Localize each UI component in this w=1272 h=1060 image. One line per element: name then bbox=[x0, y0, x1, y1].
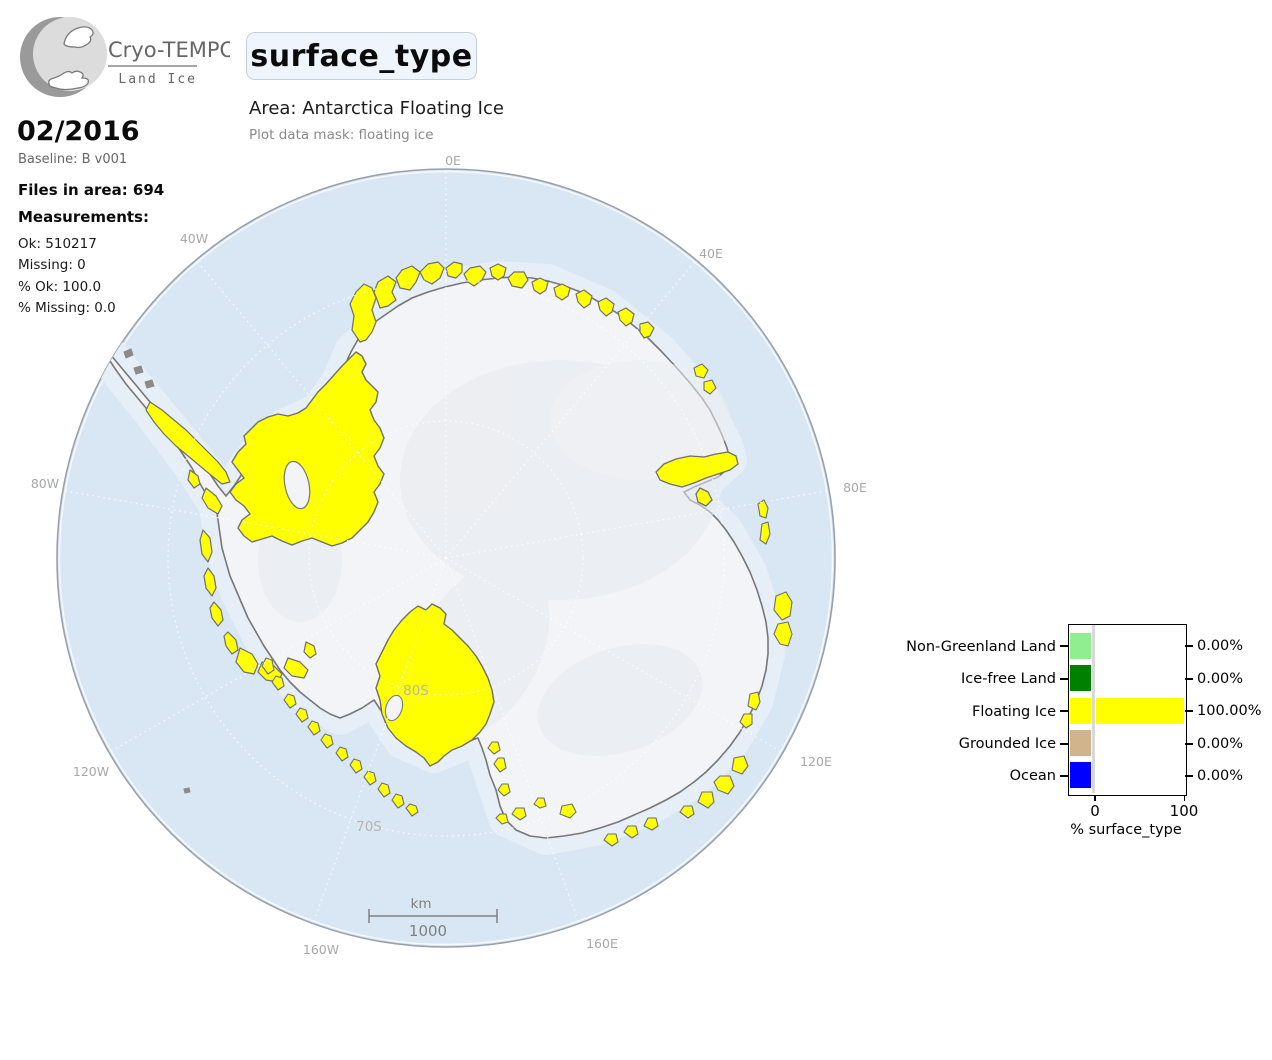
legend-bar bbox=[1096, 698, 1184, 724]
graticule bbox=[61, 169, 831, 925]
meridian-label-40w: 40W bbox=[180, 231, 208, 246]
legend-tick-right bbox=[1185, 743, 1193, 745]
legend-xtick-label-100: 100 bbox=[1169, 802, 1199, 820]
plot-title-box: surface_type bbox=[246, 32, 477, 80]
amery-ice-shelf bbox=[655, 451, 739, 507]
legend-axis-label: % surface_type bbox=[1070, 822, 1182, 838]
ronne-filchner-ice-shelf bbox=[229, 351, 385, 547]
legend-tick-left bbox=[1060, 678, 1068, 680]
legend-xtick-label-0: 0 bbox=[1090, 802, 1100, 820]
legend-tick-left bbox=[1060, 645, 1068, 647]
legend-swatch-ocean bbox=[1070, 762, 1091, 788]
legend-bar-track bbox=[1096, 698, 1184, 724]
legend-bar-track bbox=[1096, 762, 1184, 788]
stat-pct-ok: % Ok: 100.0 bbox=[18, 279, 102, 295]
plot-title: surface_type bbox=[250, 38, 473, 74]
meridian-label-120w: 120W bbox=[73, 764, 109, 779]
legend-value-label: 0.00% bbox=[1197, 671, 1244, 687]
legend-tick-left bbox=[1060, 775, 1068, 777]
brand-name: Cryo-TEMPO bbox=[108, 38, 230, 62]
scale-bar-unit: km bbox=[411, 896, 432, 912]
legend-zero-gridline bbox=[1092, 625, 1095, 793]
legend-tick-left bbox=[1060, 710, 1068, 712]
legend-category-label: Non-Greenland Land bbox=[906, 639, 1056, 655]
files-in-area-label: Files in area: 694 bbox=[18, 181, 165, 199]
meridian-label-0e: 0E bbox=[445, 153, 461, 168]
meridian-label-120e: 120E bbox=[800, 754, 832, 769]
meridian-label-80w: 80W bbox=[31, 476, 59, 491]
logo-greenland-outline bbox=[63, 26, 94, 49]
legend-category-label: Floating Ice bbox=[971, 704, 1056, 720]
scale-bar bbox=[368, 909, 498, 923]
graticule-labels: 0E 40E 80E 120E 160E 160W 120W 80W 40W 8… bbox=[31, 153, 867, 957]
brand-subtitle: Land Ice bbox=[118, 72, 197, 87]
meridian-label-40e: 40E bbox=[699, 246, 723, 261]
legend-swatch-grounded-ice bbox=[1070, 730, 1091, 756]
legend-bar-track bbox=[1096, 730, 1184, 756]
legend-xtick-100 bbox=[1183, 795, 1186, 801]
legend-tick-right bbox=[1185, 678, 1193, 680]
date-label: 02/2016 bbox=[17, 116, 140, 147]
stat-pct-missing: % Missing: 0.0 bbox=[18, 300, 116, 316]
mask-label: Plot data mask: floating ice bbox=[249, 127, 434, 143]
dronning-maud-ice-shelves bbox=[349, 261, 655, 343]
logo-antarctica-outline bbox=[48, 70, 90, 91]
stat-missing: Missing: 0 bbox=[18, 257, 86, 273]
legend-tick-right bbox=[1185, 710, 1193, 712]
legend-swatch-non-greenland-land bbox=[1070, 633, 1091, 659]
stat-ok: Ok: 510217 bbox=[18, 236, 97, 252]
legend-swatch-ice-free-land bbox=[1070, 665, 1091, 691]
latitude-label-80s: 80S bbox=[403, 683, 429, 699]
legend-bar-track bbox=[1096, 633, 1184, 659]
legend-swatch-floating-ice bbox=[1070, 698, 1091, 724]
antarctica-map: 0E 40E 80E 120E 160E 160W 120W 80W 40W 8… bbox=[31, 153, 867, 957]
measurements-heading: Measurements: bbox=[18, 208, 149, 226]
legend-category-label: Ice-free Land bbox=[961, 671, 1056, 687]
legend-value-label: 0.00% bbox=[1197, 768, 1244, 784]
meridian-label-160e: 160E bbox=[586, 936, 618, 951]
legend-category-label: Ocean bbox=[1009, 768, 1056, 784]
berkner-island bbox=[283, 460, 311, 510]
cryo-tempo-logo: Cryo-TEMPO Land Ice bbox=[20, 17, 230, 97]
coastal-ice-patches bbox=[261, 363, 793, 847]
legend-value-label: 0.00% bbox=[1197, 736, 1244, 752]
legend-tick-right bbox=[1185, 645, 1193, 647]
baseline-label: Baseline: B v001 bbox=[18, 152, 128, 167]
legend-xtick-0 bbox=[1094, 795, 1096, 801]
meridian-label-80e: 80E bbox=[843, 480, 867, 495]
legend-category-label: Grounded Ice bbox=[958, 736, 1056, 752]
meridian-label-160w: 160W bbox=[303, 942, 339, 957]
legend-tick-left bbox=[1060, 743, 1068, 745]
legend-value-label: 0.00% bbox=[1197, 638, 1244, 654]
legend-value-label: 100.00% bbox=[1197, 703, 1262, 719]
legend-tick-right bbox=[1185, 775, 1193, 777]
latitude-label-70s: 70S bbox=[356, 819, 382, 835]
scale-bar-length: 1000 bbox=[409, 922, 447, 940]
ross-ice-shelf bbox=[375, 603, 495, 767]
area-label: Area: Antarctica Floating Ice bbox=[249, 98, 504, 119]
legend-bar-track bbox=[1096, 665, 1184, 691]
